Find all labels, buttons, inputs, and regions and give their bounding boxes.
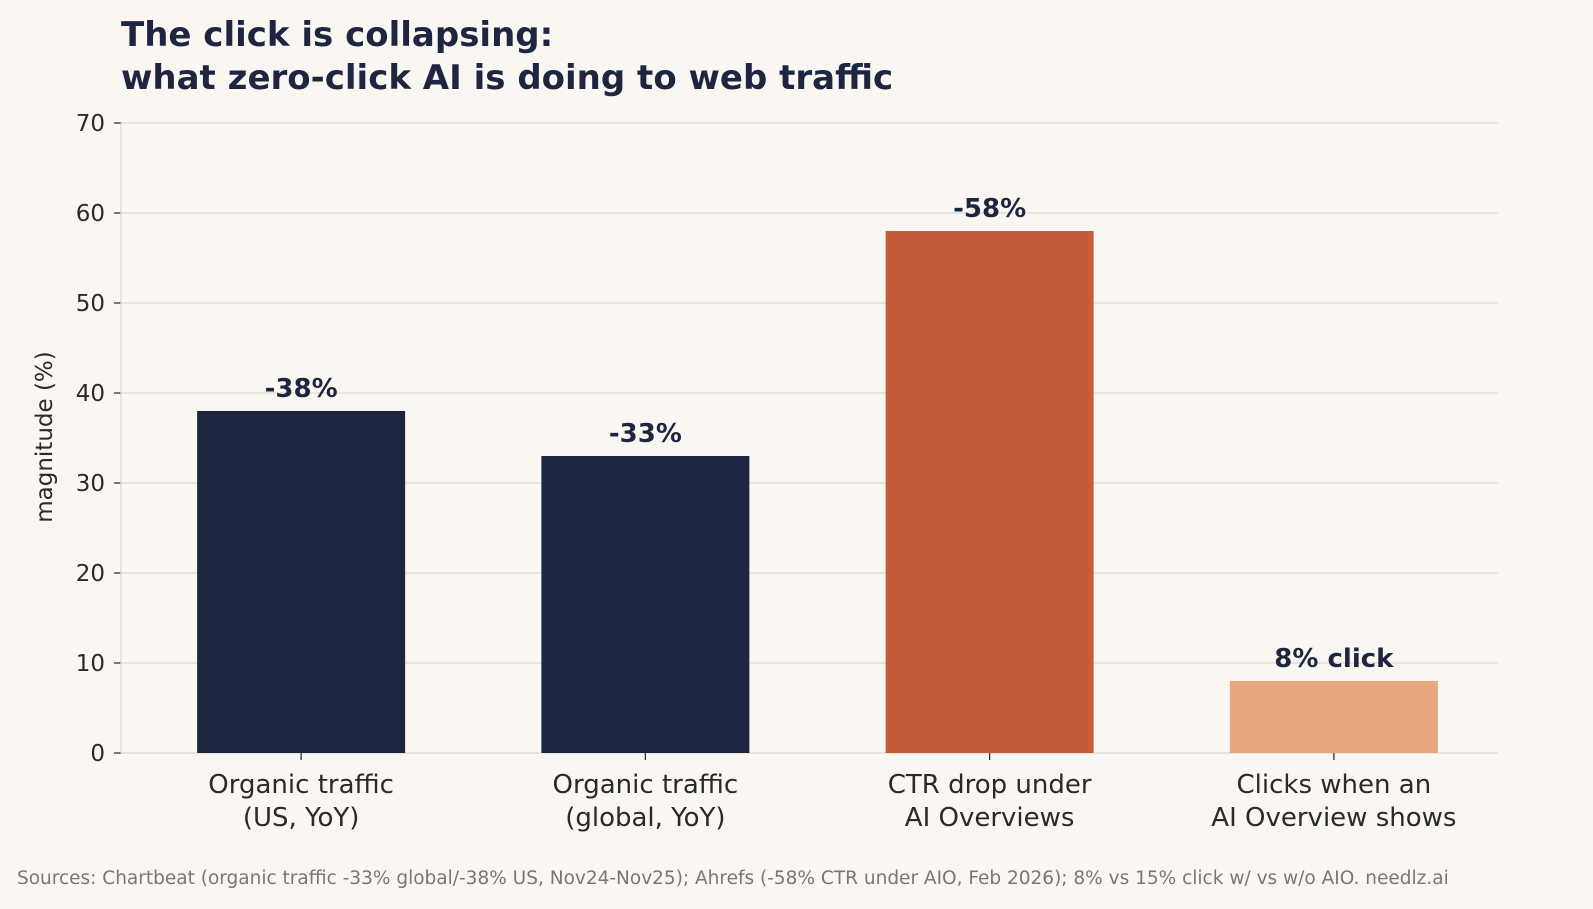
bars: [197, 231, 1438, 753]
x-tick-label: Organic traffic: [553, 770, 739, 800]
y-tick-label: 60: [76, 201, 105, 227]
x-tick-label: AI Overview shows: [1211, 803, 1456, 833]
bar: [885, 231, 1094, 753]
data-label: -38%: [265, 374, 338, 404]
data-label: -33%: [609, 419, 682, 449]
y-tick-label: 30: [76, 471, 105, 497]
y-tick-label: 50: [76, 291, 105, 317]
data-label: -58%: [953, 194, 1026, 224]
grid-lines: [121, 122, 1498, 754]
y-tick-label: 70: [76, 111, 105, 137]
data-label: 8% click: [1274, 644, 1394, 674]
chart-title-line-2: what zero-click AI is doing to web traff…: [121, 58, 894, 98]
y-axis-label: magnitude (%): [32, 351, 58, 523]
x-tick-label: Organic traffic: [208, 770, 394, 800]
y-tick-label: 40: [76, 381, 105, 407]
x-tick-label: Clicks when an: [1237, 770, 1432, 800]
chart-title-line-1: The click is collapsing:: [121, 15, 554, 55]
x-tick-label: AI Overviews: [905, 803, 1075, 833]
x-tick-label: (global, YoY): [565, 803, 725, 833]
sources-footnote: Sources: Chartbeat (organic traffic -33%…: [17, 868, 1449, 889]
x-tick-label: (US, YoY): [243, 803, 360, 833]
y-tick-label: 10: [76, 651, 105, 677]
bar: [541, 456, 750, 753]
bar: [1229, 681, 1438, 753]
y-tick-label: 0: [90, 741, 105, 767]
chart-title: The click is collapsing: what zero-click…: [121, 14, 893, 100]
x-tick-label: CTR drop under: [888, 770, 1092, 800]
bar: [197, 411, 406, 753]
data-labels: -38% -33% -58% 8% click: [265, 194, 1395, 674]
y-tick-label: 20: [76, 561, 105, 587]
